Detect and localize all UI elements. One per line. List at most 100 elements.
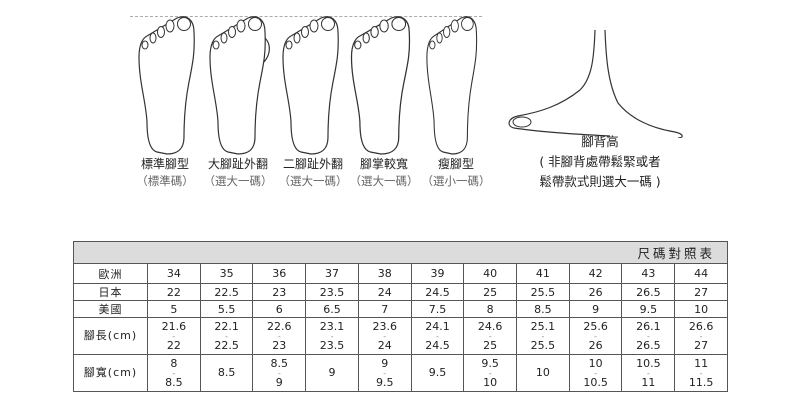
- cell-value: 9: [381, 356, 389, 370]
- instep-title: 腳背高: [581, 134, 619, 149]
- size-chart-title: 尺碼對照表: [73, 241, 728, 264]
- table-cell: 9.5: [410, 354, 465, 392]
- wide-foot-illustration: [350, 16, 411, 155]
- cell-value: 9.5: [428, 366, 447, 379]
- table-cell: 10-10.5: [568, 354, 623, 392]
- table-cell: 35: [199, 263, 254, 284]
- table-cell: 36: [252, 263, 307, 284]
- row-label: 日本: [73, 283, 148, 301]
- table-cell: 23: [252, 283, 307, 301]
- table-cell: 26.6-27: [674, 317, 728, 355]
- cell-value: 23.5: [319, 338, 345, 352]
- size-chart-table: 尺碼對照表 歐洲 34 35 36 37 38 39 40 41 42 43 44 日本 22 22.5 23…: [73, 241, 728, 392]
- cell-value: 22.1: [214, 319, 239, 333]
- table-row: 腳長(cm) 21.6-22 22.1-22.5 22.6-23 23.1-23.5 23…: [73, 317, 728, 355]
- table-cell: 22: [147, 283, 201, 301]
- table-cell: 24.6-25: [463, 317, 518, 355]
- cell-value: 27: [694, 338, 709, 352]
- second-toe-foot-illustration: [282, 16, 339, 155]
- table-cell: 9-9.5: [357, 354, 412, 392]
- row-label: 腳寬(cm): [73, 354, 148, 392]
- table-cell: 26.5: [621, 283, 676, 301]
- cell-value: 25.5: [530, 338, 556, 352]
- cell-value: 25: [483, 338, 498, 352]
- range-dash: -: [541, 331, 545, 341]
- cell-value: 23.1: [319, 319, 345, 333]
- cell-value: 24.5: [425, 338, 450, 352]
- foot-type-standard: 標準腳型 （標準碼）: [127, 156, 203, 190]
- table-cell: 25.1-25.5: [516, 317, 570, 355]
- cell-value: 24: [377, 338, 392, 352]
- table-cell: 5.5: [199, 300, 254, 318]
- instep-note-line2: 鬆帶款式則選大一碼 ): [539, 174, 661, 189]
- cell-value: 23: [272, 338, 287, 352]
- foot-type-advice: （選大一碼）: [278, 174, 348, 188]
- instep-note-line1: ( 非腳背處帶鬆緊或者: [539, 154, 661, 169]
- range-dash: -: [699, 368, 703, 378]
- cell-value: 9.5: [375, 375, 394, 389]
- cell-value: 24.6: [477, 319, 503, 333]
- table-cell: 22.1-22.5: [199, 317, 254, 355]
- range-dash: -: [646, 368, 650, 378]
- cell-value: 10: [588, 356, 603, 370]
- table-cell: 8.5: [516, 300, 570, 318]
- foot-type-name: 瘦腳型: [437, 157, 474, 171]
- table-cell: 23.6-24: [357, 317, 412, 355]
- foot-type-slim: 瘦腳型 （選小一碼）: [418, 156, 494, 190]
- table-cell: 21.6-22: [147, 317, 201, 355]
- cell-value: 9: [328, 366, 336, 379]
- foot-type-name: 二腳趾外翻: [282, 157, 343, 171]
- cell-value: 9: [275, 375, 283, 389]
- range-dash: -: [488, 331, 492, 341]
- cell-value: 11.5: [688, 375, 714, 389]
- cell-value: 10.5: [636, 356, 661, 370]
- table-row: 美國 5 5.5 6 6.5 7 7.5 8 8.5 9 9.5 10: [73, 300, 728, 318]
- foot-type-advice: （標準碼）: [136, 174, 194, 188]
- table-cell: 23.1-23.5: [305, 317, 359, 355]
- cell-value: 8.5: [165, 375, 183, 389]
- table-cell: 25: [463, 283, 518, 301]
- range-dash: -: [594, 331, 598, 341]
- foot-type-name: 大腳趾外翻: [207, 157, 268, 171]
- foot-type-advice: （選小一碼）: [421, 174, 491, 188]
- table-cell: 7: [357, 300, 412, 318]
- table-cell: 38: [357, 263, 412, 284]
- table-cell: 40: [463, 263, 518, 284]
- cell-value: 10: [535, 366, 550, 379]
- table-cell: 9: [305, 354, 359, 392]
- table-cell: 27: [674, 283, 728, 301]
- cell-value: 8.5: [217, 366, 236, 379]
- cell-value: 26.6: [688, 319, 714, 333]
- table-cell: 7.5: [410, 300, 465, 318]
- instep-note: 腳背高 ( 非腳背處帶鬆緊或者 鬆帶款式則選大一碼 ): [520, 132, 680, 192]
- table-cell: 11-11.5: [674, 354, 728, 392]
- row-label: 美國: [73, 300, 148, 318]
- table-row: 歐洲 34 35 36 37 38 39 40 41 42 43 44: [73, 263, 728, 284]
- cell-value: 26.5: [636, 338, 661, 352]
- table-row: 腳寬(cm) 8-8.5 8.5 8.5-9 9 9-9.5 9.5 9.5-10 10 10-1…: [73, 354, 728, 392]
- cell-value: 23.6: [372, 319, 397, 333]
- table-cell: 43: [621, 263, 676, 284]
- foot-type-bunion: 大腳趾外翻 （選大一碼）: [200, 156, 276, 190]
- range-dash: -: [488, 368, 492, 378]
- foot-type-wide: 腳掌較寬 （選大一碼）: [346, 156, 422, 190]
- table-cell: 44: [674, 263, 728, 284]
- range-dash: -: [436, 331, 439, 341]
- cell-value: 21.6: [161, 319, 187, 333]
- cell-value: 25.6: [583, 319, 608, 333]
- standard-foot-illustration: [138, 16, 195, 155]
- slim-foot-illustration: [426, 16, 478, 155]
- table-cell: 8.5-9: [252, 354, 307, 392]
- cell-value: 11: [694, 356, 709, 370]
- range-dash: -: [594, 368, 598, 378]
- table-cell: 6: [252, 300, 307, 318]
- instep-side-foot-illustration: [508, 29, 683, 138]
- range-dash: -: [699, 331, 703, 341]
- table-cell: 41: [516, 263, 570, 284]
- table-cell: 24.5: [410, 283, 465, 301]
- table-cell: 10.5-11: [621, 354, 676, 392]
- cell-value: 26: [588, 338, 603, 352]
- table-cell: 9.5-10: [463, 354, 518, 392]
- cell-value: 22.6: [267, 319, 292, 333]
- table-cell: 25.5: [516, 283, 570, 301]
